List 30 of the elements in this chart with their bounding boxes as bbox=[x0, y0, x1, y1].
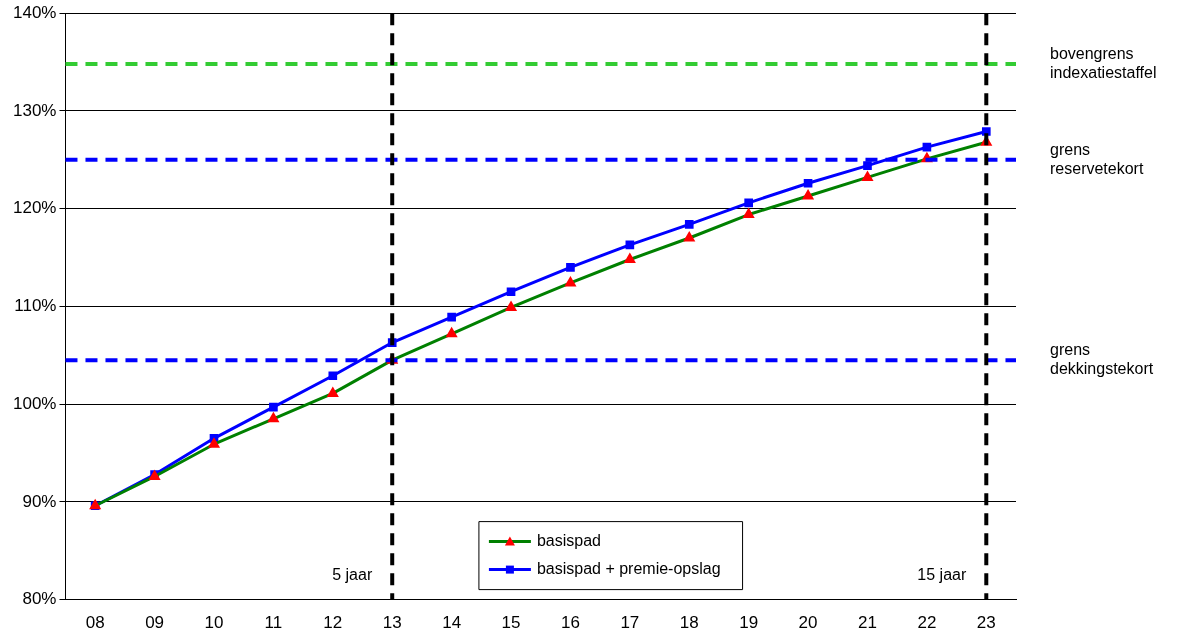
legend-label: basispad bbox=[536, 532, 601, 550]
x-tick-label: 21 bbox=[858, 613, 877, 633]
y-tick-label: 90% bbox=[22, 491, 57, 511]
x-tick-label: 20 bbox=[798, 613, 818, 633]
x-tick-label: 08 bbox=[85, 613, 105, 633]
y-tick-label: 120% bbox=[13, 198, 57, 218]
x-tick-label: 12 bbox=[323, 613, 343, 633]
x-tick-label: 17 bbox=[620, 613, 640, 633]
ref-line-label: grens reservetekort bbox=[1050, 140, 1144, 177]
y-tick-label: 100% bbox=[13, 393, 57, 413]
x-tick-label: 11 bbox=[264, 613, 283, 633]
x-tick-label: 15 bbox=[501, 613, 521, 633]
x-tick-label: 13 bbox=[382, 613, 402, 633]
x-tick-label: 18 bbox=[679, 613, 699, 633]
ref-line-label: grens dekkingstekort bbox=[1050, 341, 1154, 378]
x-tick-label: 23 bbox=[976, 613, 996, 633]
x-tick-label: 19 bbox=[739, 613, 759, 633]
ref-line-label: 5 jaar bbox=[332, 566, 373, 584]
y-tick-label: 110% bbox=[14, 296, 57, 316]
legend-label: basispad + premie-opslag bbox=[536, 560, 721, 578]
x-tick-label: 22 bbox=[917, 613, 937, 633]
x-tick-label: 10 bbox=[204, 613, 224, 633]
x-tick-label: 16 bbox=[560, 613, 580, 633]
y-tick-label: 80% bbox=[22, 589, 57, 609]
y-tick-label: 130% bbox=[13, 100, 57, 120]
x-tick-label: 09 bbox=[145, 613, 165, 633]
ref-line-label: bovengrens indexatiestaffel bbox=[1050, 44, 1157, 81]
y-tick-label: 140% bbox=[13, 2, 57, 22]
x-tick-label: 14 bbox=[442, 613, 462, 633]
ref-line-label: 15 jaar bbox=[917, 566, 967, 584]
